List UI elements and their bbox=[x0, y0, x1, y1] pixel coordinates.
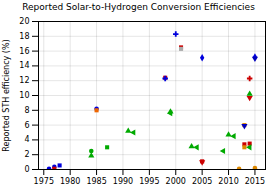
svg-text:1995: 1995 bbox=[139, 177, 159, 186]
svg-text:14: 14 bbox=[19, 61, 29, 70]
svg-text:2000: 2000 bbox=[166, 177, 186, 186]
svg-text:2005: 2005 bbox=[192, 177, 212, 186]
svg-text:2: 2 bbox=[24, 150, 29, 159]
svg-text:1975: 1975 bbox=[34, 177, 54, 186]
svg-text:1980: 1980 bbox=[60, 177, 80, 186]
svg-text:8: 8 bbox=[24, 106, 29, 115]
svg-text:10: 10 bbox=[19, 91, 29, 100]
svg-text:18: 18 bbox=[19, 32, 29, 41]
svg-text:6: 6 bbox=[24, 121, 29, 130]
svg-text:12: 12 bbox=[19, 76, 29, 85]
svg-text:20: 20 bbox=[19, 17, 29, 26]
svg-text:1985: 1985 bbox=[86, 177, 106, 186]
svg-text:2010: 2010 bbox=[218, 177, 238, 186]
svg-text:0: 0 bbox=[24, 165, 29, 174]
svg-text:2015: 2015 bbox=[245, 177, 265, 186]
html-text:Reported Solar-to-Hydrogen Con: Reported Solar-to-Hydrogen Conversion Ef… bbox=[22, 2, 255, 12]
svg-text:Reported STH efficiency (%): Reported STH efficiency (%) bbox=[2, 39, 11, 151]
svg-text:16: 16 bbox=[19, 47, 29, 56]
svg-text:1990: 1990 bbox=[113, 177, 133, 186]
svg-text:4: 4 bbox=[24, 135, 29, 144]
